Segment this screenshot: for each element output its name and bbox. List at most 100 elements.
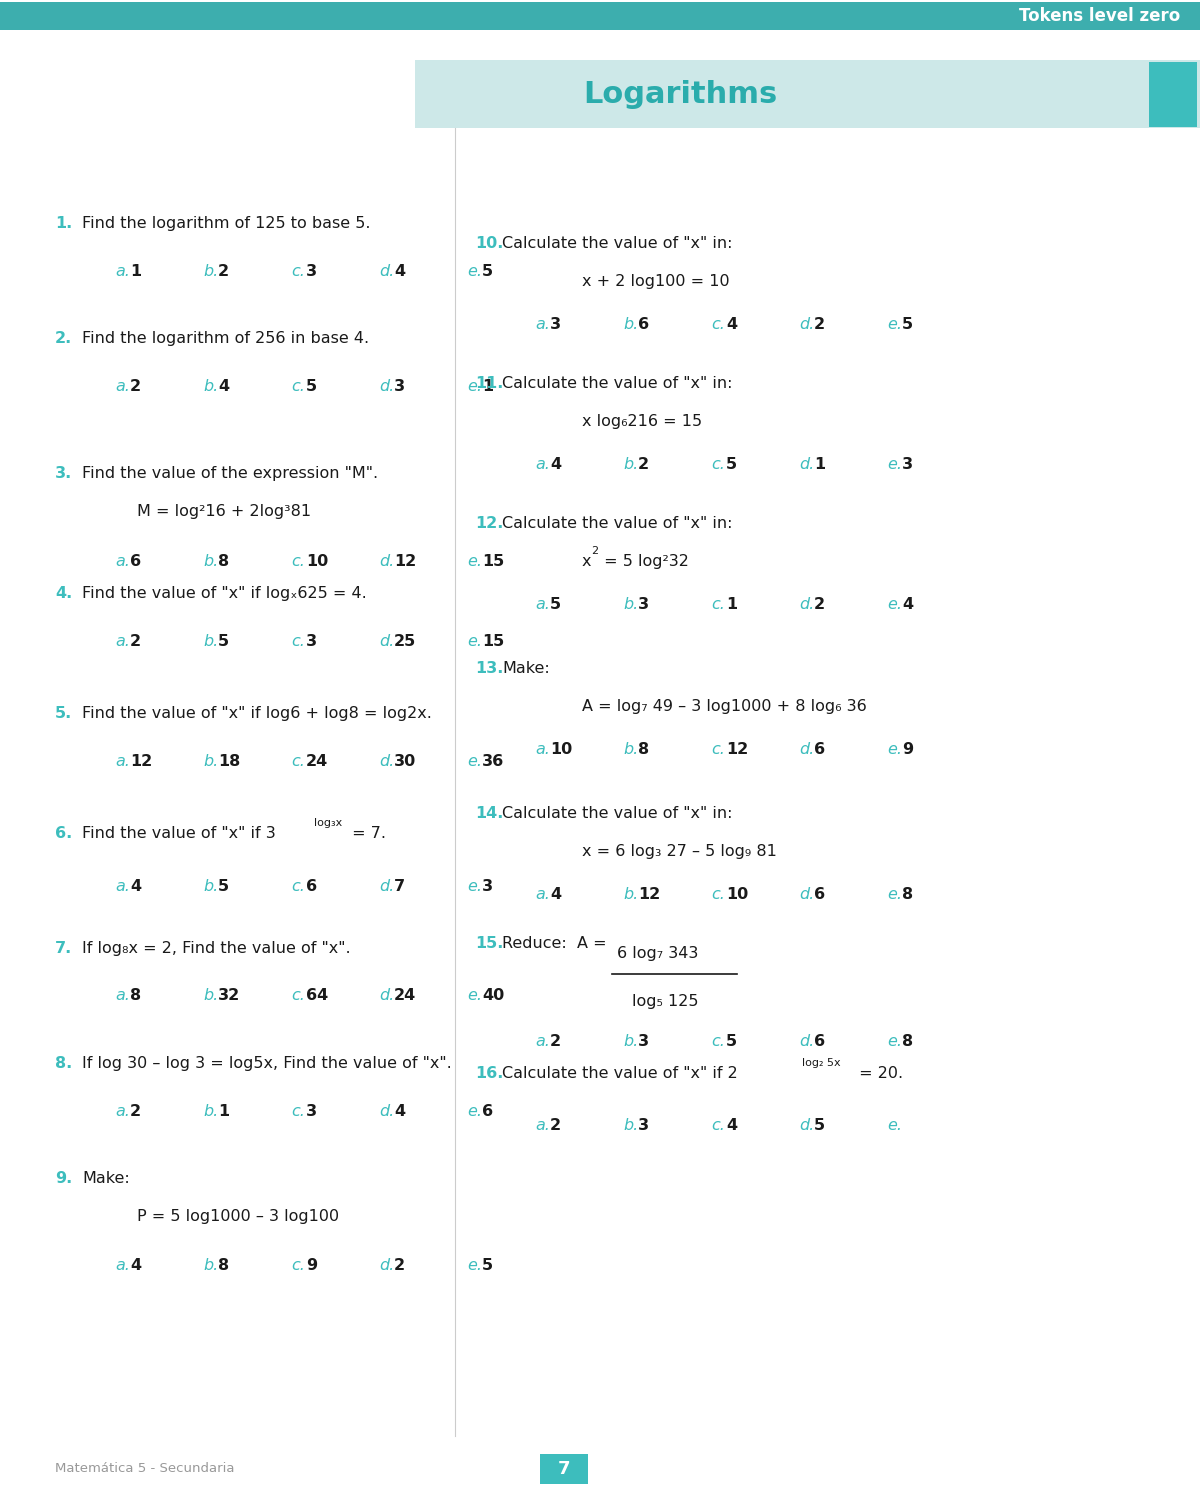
Text: a.: a. xyxy=(115,554,130,568)
Text: 15: 15 xyxy=(482,554,504,568)
Text: d.: d. xyxy=(799,741,815,756)
Text: 5: 5 xyxy=(726,456,737,471)
Text: 4: 4 xyxy=(394,1104,406,1119)
Text: e.: e. xyxy=(887,1033,902,1048)
Text: Find the logarithm of 125 to base 5.: Find the logarithm of 125 to base 5. xyxy=(82,215,371,230)
Text: e.: e. xyxy=(887,596,902,611)
Text: 4: 4 xyxy=(130,1259,142,1274)
Text: 2: 2 xyxy=(592,547,598,556)
Text: x: x xyxy=(582,554,592,569)
Bar xyxy=(415,60,1200,128)
Text: c.: c. xyxy=(292,753,305,768)
Text: 8: 8 xyxy=(638,741,649,756)
Text: 6: 6 xyxy=(130,554,142,568)
Text: M = log²16 + 2log³81: M = log²16 + 2log³81 xyxy=(137,505,311,520)
Text: d.: d. xyxy=(379,378,395,393)
Text: 64: 64 xyxy=(306,988,329,1003)
Text: 2: 2 xyxy=(814,316,826,331)
Text: c.: c. xyxy=(710,741,725,756)
Text: c.: c. xyxy=(292,1104,305,1119)
Text: 2: 2 xyxy=(814,596,826,611)
Text: c.: c. xyxy=(292,1259,305,1274)
Text: a.: a. xyxy=(535,887,550,902)
Text: 2: 2 xyxy=(550,1033,562,1048)
Text: b.: b. xyxy=(203,554,218,568)
Text: 2: 2 xyxy=(130,634,142,649)
Text: b.: b. xyxy=(623,316,638,331)
Text: 25: 25 xyxy=(394,634,416,649)
Text: 36: 36 xyxy=(482,753,504,768)
Text: b.: b. xyxy=(623,741,638,756)
Text: c.: c. xyxy=(710,316,725,331)
Text: b.: b. xyxy=(203,988,218,1003)
Text: d.: d. xyxy=(379,554,395,568)
Text: 13.: 13. xyxy=(475,661,503,676)
Text: e.: e. xyxy=(887,316,902,331)
Text: 12: 12 xyxy=(638,887,660,902)
Text: If log 30 – log 3 = log5x, Find the value of "x".: If log 30 – log 3 = log5x, Find the valu… xyxy=(82,1056,451,1071)
Text: 5: 5 xyxy=(482,264,493,279)
Text: a.: a. xyxy=(535,1119,550,1134)
Bar xyxy=(0,2,370,5)
Text: d.: d. xyxy=(799,887,815,902)
Text: a.: a. xyxy=(115,634,130,649)
Text: 12: 12 xyxy=(726,741,749,756)
Text: Make:: Make: xyxy=(82,1172,130,1187)
Text: 1: 1 xyxy=(218,1104,229,1119)
Text: e.: e. xyxy=(467,634,482,649)
Bar xyxy=(0,12,370,14)
Text: 2.: 2. xyxy=(55,331,72,346)
Text: 3: 3 xyxy=(306,264,317,279)
Text: x + 2 log100 = 10: x + 2 log100 = 10 xyxy=(582,274,730,289)
Text: P = 5 log1000 – 3 log100: P = 5 log1000 – 3 log100 xyxy=(137,1209,340,1224)
Text: e.: e. xyxy=(467,753,482,768)
Text: Matemática 5 - Secundaria: Matemática 5 - Secundaria xyxy=(55,1461,234,1474)
Text: 3: 3 xyxy=(638,1119,649,1134)
Text: 24: 24 xyxy=(306,753,329,768)
Text: 8.: 8. xyxy=(55,1056,72,1071)
Text: 8: 8 xyxy=(218,1259,229,1274)
Text: A = log₇ 49 – 3 log1000 + 8 log₆ 36: A = log₇ 49 – 3 log1000 + 8 log₆ 36 xyxy=(582,699,866,714)
Text: x = 6 log₃ 27 – 5 log₉ 81: x = 6 log₃ 27 – 5 log₉ 81 xyxy=(582,843,776,858)
Text: b.: b. xyxy=(203,753,218,768)
Text: Calculate the value of "x" in:: Calculate the value of "x" in: xyxy=(502,376,732,392)
Text: 11.: 11. xyxy=(475,376,503,392)
Text: 24: 24 xyxy=(394,988,416,1003)
Text: 6.: 6. xyxy=(55,825,72,840)
Text: 3: 3 xyxy=(306,1104,317,1119)
Text: log₂ 5x: log₂ 5x xyxy=(802,1059,841,1068)
Bar xyxy=(0,2,1200,30)
Text: 10: 10 xyxy=(726,887,749,902)
Text: e.: e. xyxy=(887,1119,902,1134)
Text: b.: b. xyxy=(203,378,218,393)
Text: 2: 2 xyxy=(394,1259,406,1274)
Text: 16.: 16. xyxy=(475,1066,503,1081)
Bar xyxy=(540,1453,588,1483)
Text: 4: 4 xyxy=(550,456,562,471)
Text: e.: e. xyxy=(467,878,482,893)
Bar xyxy=(1150,62,1198,127)
Text: c.: c. xyxy=(710,596,725,611)
Text: a.: a. xyxy=(535,596,550,611)
Text: 6: 6 xyxy=(638,316,649,331)
Text: Find the value of "x" if log6 + log8 = log2x.: Find the value of "x" if log6 + log8 = l… xyxy=(82,706,432,721)
Text: Logarithms: Logarithms xyxy=(583,80,778,108)
Text: 1: 1 xyxy=(726,596,737,611)
Text: e.: e. xyxy=(887,456,902,471)
Bar xyxy=(0,27,370,30)
Text: 10: 10 xyxy=(306,554,329,568)
Text: Find the value of the expression "M".: Find the value of the expression "M". xyxy=(82,465,378,480)
Text: a.: a. xyxy=(115,1104,130,1119)
Text: 3: 3 xyxy=(550,316,562,331)
Text: a.: a. xyxy=(115,878,130,893)
Text: c.: c. xyxy=(292,634,305,649)
Text: e.: e. xyxy=(467,988,482,1003)
Text: c.: c. xyxy=(710,1119,725,1134)
Text: = 20.: = 20. xyxy=(854,1066,904,1081)
Text: 6: 6 xyxy=(814,741,826,756)
Text: e.: e. xyxy=(467,1104,482,1119)
Text: x log₆216 = 15: x log₆216 = 15 xyxy=(582,414,702,429)
Text: d.: d. xyxy=(799,316,815,331)
Text: 3: 3 xyxy=(638,1033,649,1048)
Text: e.: e. xyxy=(467,264,482,279)
